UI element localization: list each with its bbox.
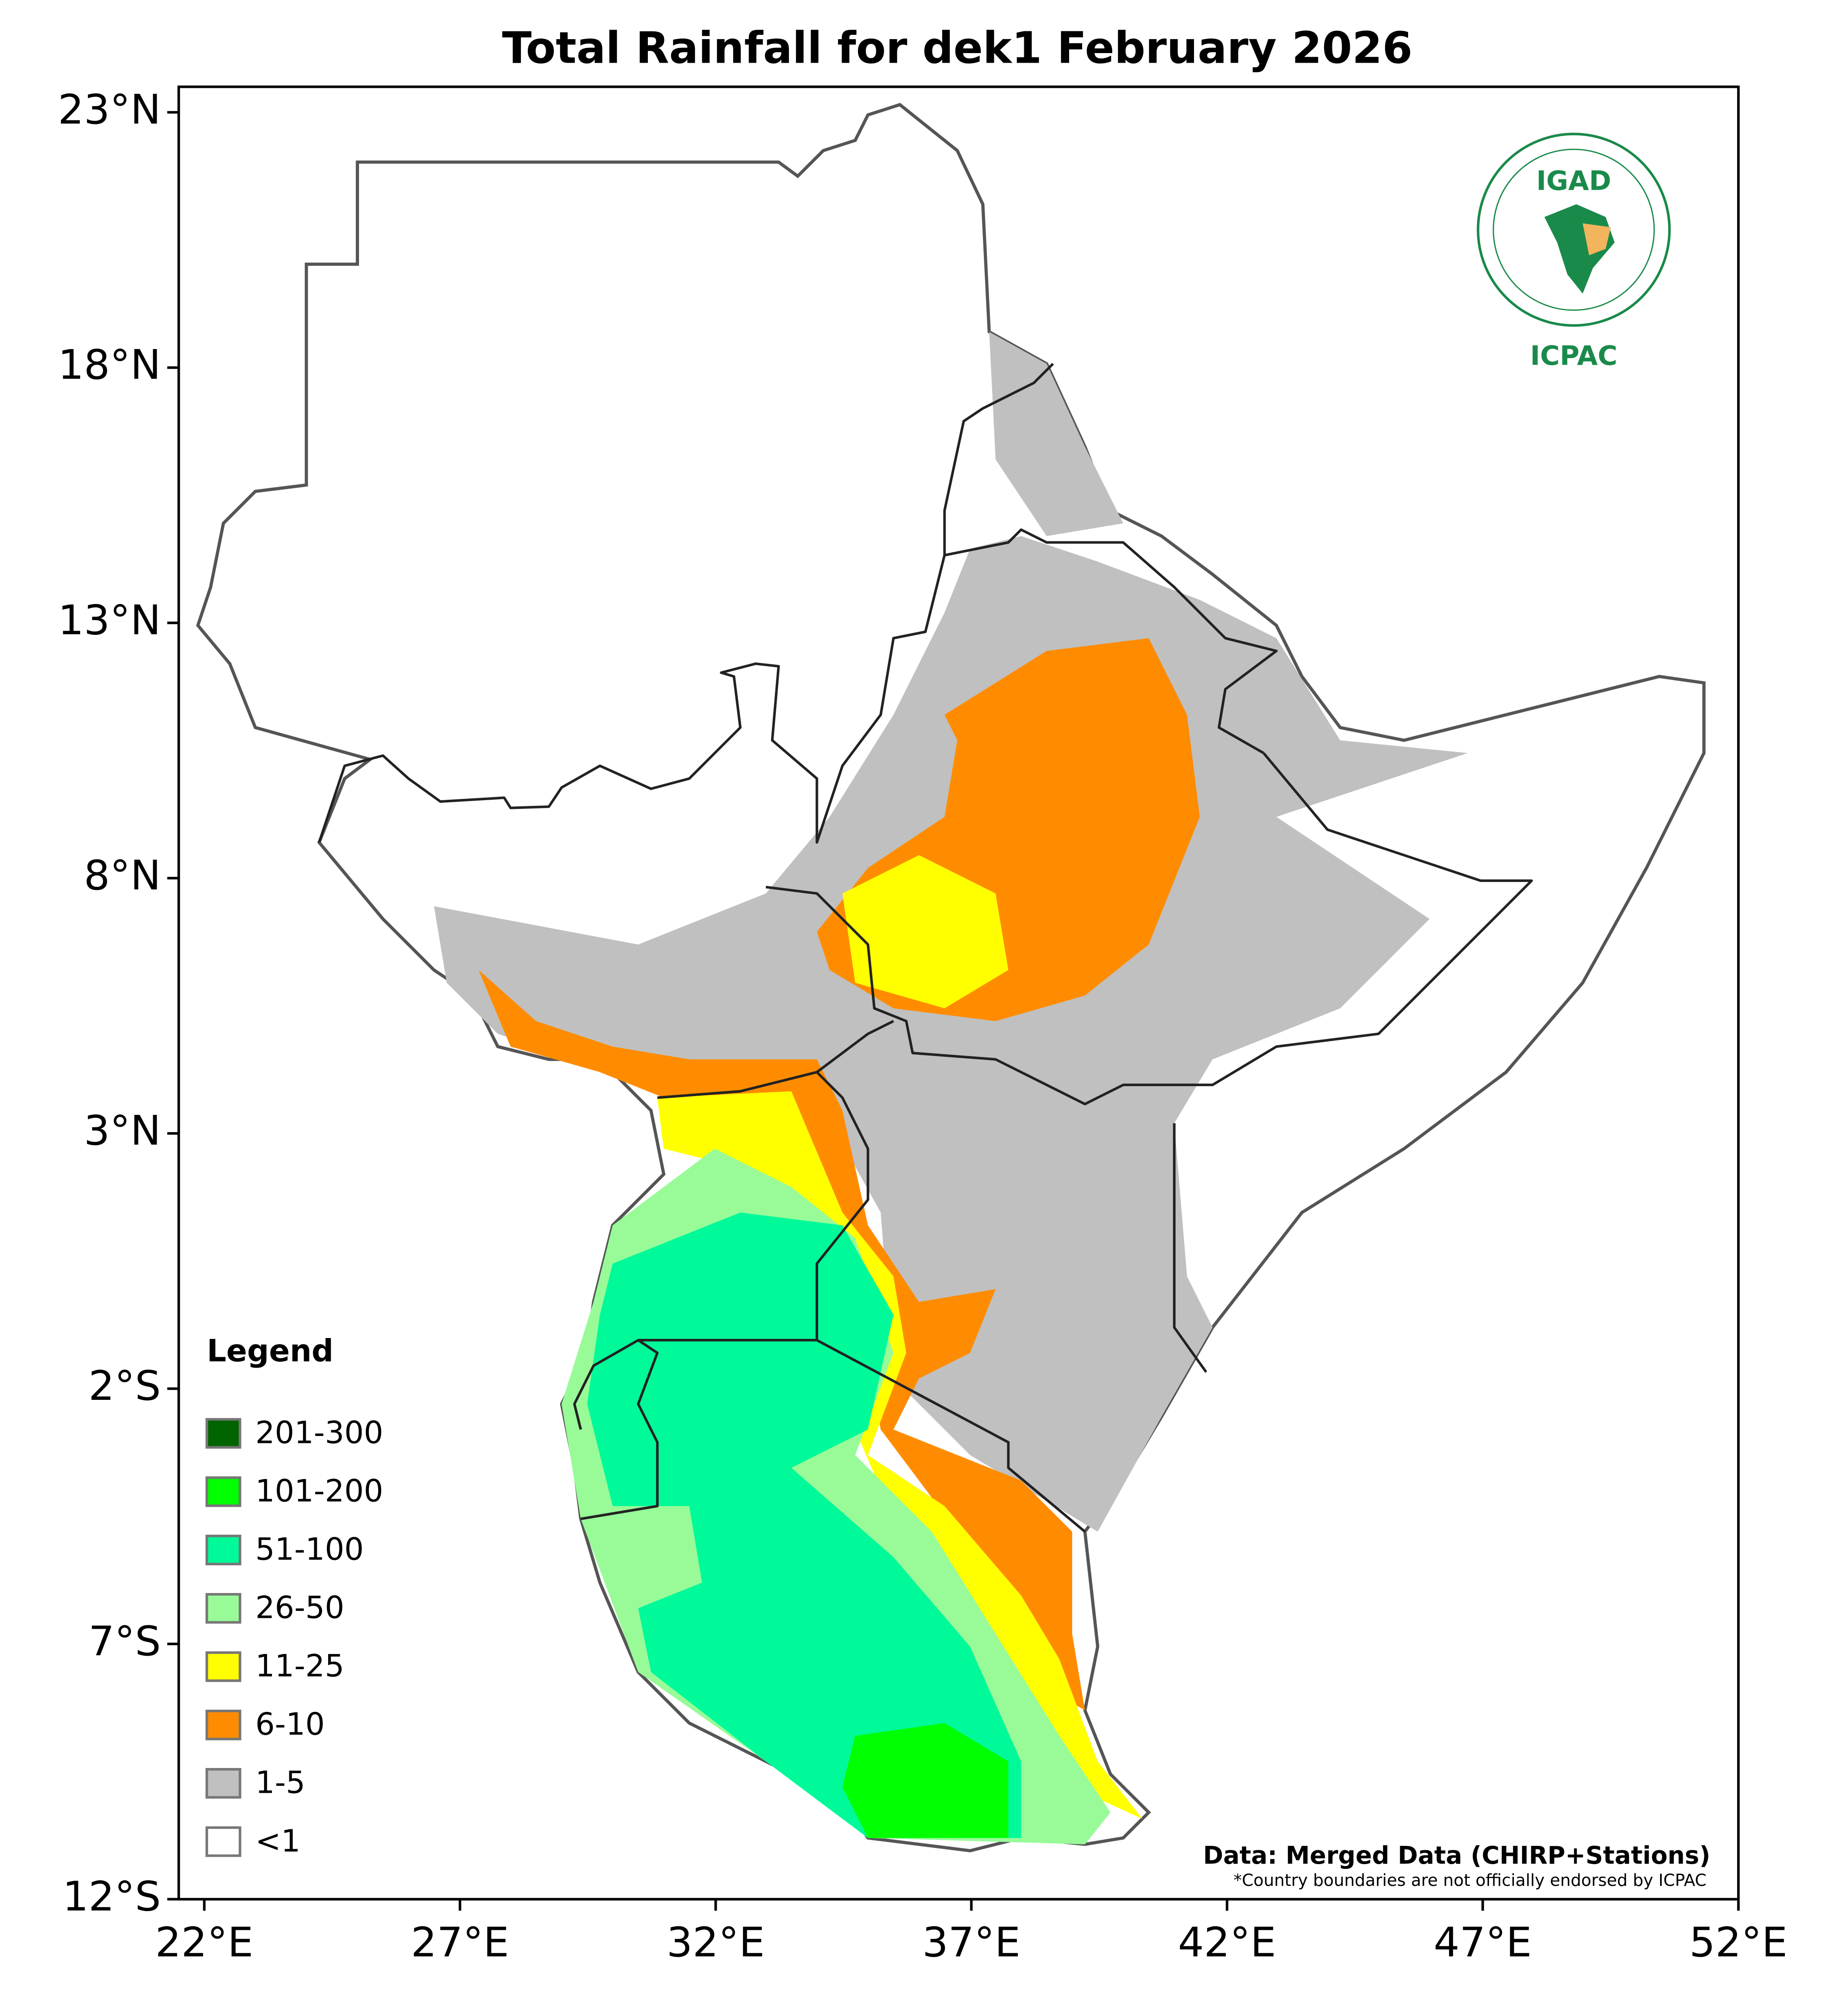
border bbox=[657, 1071, 818, 1099]
x-tick-label: 27°E bbox=[411, 1919, 509, 1966]
border bbox=[318, 555, 946, 844]
legend-swatch bbox=[205, 1710, 241, 1741]
border bbox=[944, 528, 1278, 755]
x-tick-label: 37°E bbox=[922, 1919, 1020, 1966]
border bbox=[815, 1020, 894, 1340]
legend-label: <1 bbox=[255, 1823, 301, 1859]
legend-label: 11-25 bbox=[255, 1648, 345, 1684]
y-tick-label: 13°N bbox=[58, 597, 161, 644]
rainfall-layer bbox=[196, 103, 1706, 1852]
border bbox=[573, 1338, 659, 1520]
x-tick-label: 52°E bbox=[1689, 1919, 1788, 1966]
y-tick-label: 23°N bbox=[58, 86, 161, 134]
x-tick-label: 42°E bbox=[1178, 1919, 1276, 1966]
rain-area bbox=[587, 1212, 1021, 1838]
x-tick-label: 47°E bbox=[1434, 1919, 1532, 1966]
logo-name: IGAD bbox=[1536, 165, 1611, 197]
rain-area bbox=[842, 1723, 1009, 1838]
legend-label: 201-300 bbox=[255, 1415, 383, 1450]
legend-swatch bbox=[205, 1476, 241, 1507]
legend: Legend 201-300 101-200 51-100 26-50 11-25 6-1… bbox=[205, 1333, 383, 1859]
y-tick-label: 7°S bbox=[88, 1618, 161, 1665]
map-title: Total Rainfall for dek1 February 2026 bbox=[502, 23, 1412, 74]
data-source: Data: Merged Data (CHIRP+Stations) bbox=[1203, 1842, 1711, 1870]
border bbox=[638, 1338, 1086, 1533]
map-frame bbox=[177, 85, 1740, 1901]
border bbox=[943, 362, 1054, 555]
y-tick-label: 18°N bbox=[58, 342, 161, 389]
legend-title: Legend bbox=[207, 1333, 333, 1369]
legend-label: 6-10 bbox=[255, 1707, 325, 1742]
legend-swatch bbox=[205, 1593, 241, 1624]
legend-label: 26-50 bbox=[255, 1590, 345, 1626]
y-tick-label: 8°N bbox=[84, 852, 161, 899]
legend-swatch bbox=[205, 1534, 241, 1566]
legend-label: 1-5 bbox=[255, 1765, 305, 1801]
logo-ring bbox=[1493, 148, 1655, 311]
disclaimer: *Country boundaries are not officially e… bbox=[1234, 1871, 1707, 1890]
rain-area bbox=[989, 332, 1124, 536]
x-tick-label: 22°E bbox=[155, 1919, 254, 1966]
border bbox=[1173, 1123, 1207, 1373]
y-tick-label: 12°S bbox=[63, 1873, 161, 1920]
legend-label: 51-100 bbox=[255, 1532, 364, 1567]
border bbox=[765, 752, 1533, 1106]
legend-swatch bbox=[205, 1418, 241, 1449]
y-tick-label: 2°S bbox=[88, 1362, 161, 1410]
axes: 22°E 27°E 32°E 37°E 42°E 47°E 52°E 12°S 7°S 2°S 3°… bbox=[58, 86, 1788, 1966]
rain-area bbox=[842, 855, 1009, 1009]
y-tick-label: 3°N bbox=[84, 1107, 161, 1155]
logo-map bbox=[1583, 223, 1611, 255]
legend-label: 101-200 bbox=[255, 1473, 383, 1509]
legend-swatch bbox=[205, 1826, 241, 1857]
rain-area bbox=[657, 1091, 1143, 1819]
x-tick-label: 32°E bbox=[667, 1919, 765, 1966]
logo-org: ICPAC bbox=[1530, 340, 1617, 371]
logo: IGAD ICPAC bbox=[1476, 133, 1671, 371]
legend-swatch bbox=[205, 1651, 241, 1682]
country-borders bbox=[318, 362, 1533, 1533]
legend-swatch bbox=[205, 1768, 241, 1799]
rain-area bbox=[434, 536, 1468, 1532]
